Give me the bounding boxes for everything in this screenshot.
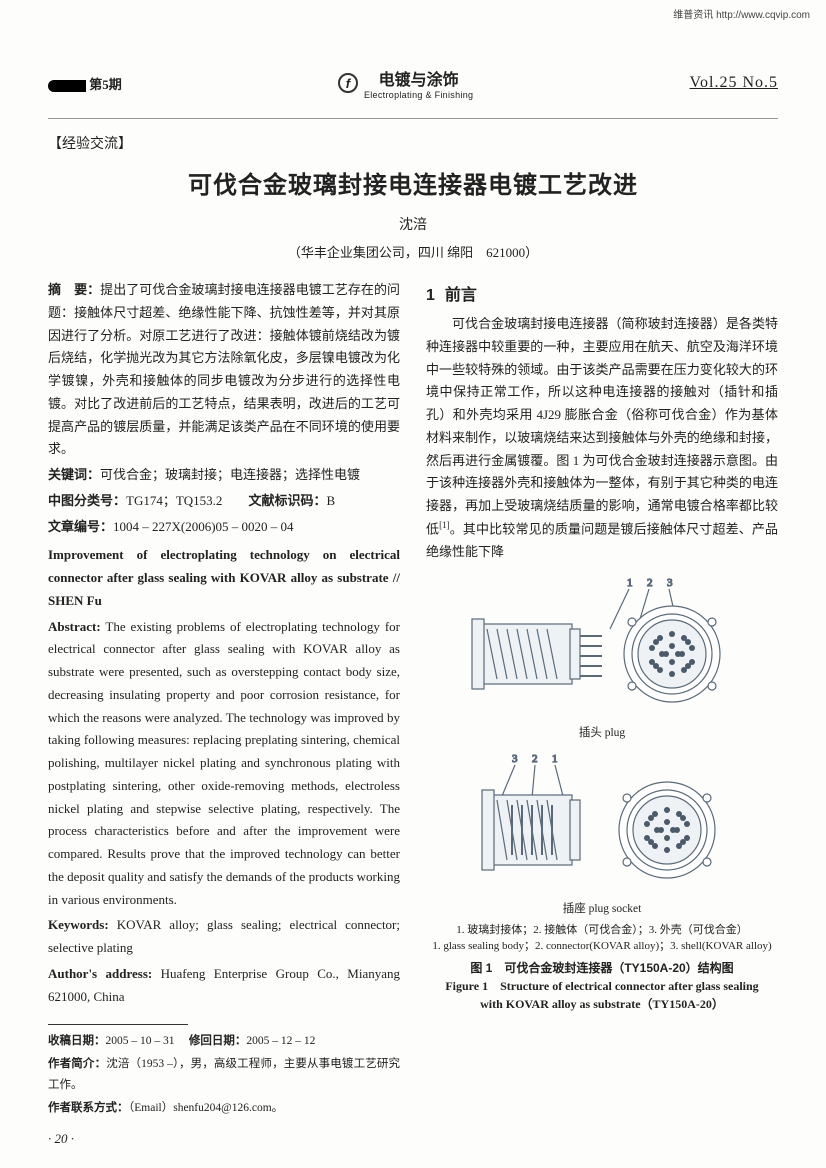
page-header: 第5期 f 电镀与涂饰 Electroplating & Finishing V… bbox=[48, 66, 778, 100]
article-title: 可伐合金玻璃封接电连接器电镀工艺改进 bbox=[48, 165, 778, 200]
keywords-label: 关键词： bbox=[48, 467, 100, 482]
header-rule bbox=[48, 118, 778, 119]
en-title-text: Improvement of electroplating technology… bbox=[48, 547, 400, 585]
sec1-tail: 。其中比较常见的质量问题是镀后接触体尺寸超差、产品绝缘性能下降 bbox=[426, 521, 778, 559]
column-type: 【经验交流】 bbox=[48, 133, 778, 153]
clc-line: 中图分类号：TG174；TQ153.2 文献标识码：B bbox=[48, 490, 400, 513]
sec1-num: 1 bbox=[426, 287, 435, 304]
section-1-heading: 1 前言 bbox=[426, 281, 778, 305]
sec1-title: 前言 bbox=[445, 287, 477, 304]
journal-logo-icon: f bbox=[338, 73, 358, 93]
figure-title-en1: Figure 1 Structure of electrical connect… bbox=[426, 977, 778, 995]
en-addr-label: Author's address: bbox=[48, 966, 152, 981]
sec1-text: 可伐合金玻璃封接电连接器（简称玻封连接器）是各类特种连接器中较重要的一种，主要应… bbox=[426, 316, 778, 536]
sec1-ref: [1] bbox=[439, 520, 450, 530]
english-address: Author's address: Huafeng Enterprise Gro… bbox=[48, 963, 400, 1009]
plug-label: 插头 plug bbox=[426, 724, 778, 740]
en-abs-label: Abstract: bbox=[48, 619, 101, 634]
socket-diagram: 3 2 1 bbox=[452, 750, 752, 900]
footnote-bio: 作者简介：沈涪（1953 –），男，高级工程师，主要从事电镀工艺研究工作。 bbox=[48, 1054, 400, 1094]
footnote-rule bbox=[48, 1024, 188, 1025]
doccode-label: 文献标识码： bbox=[248, 493, 326, 508]
footnote-dates: 收稿日期：2005 – 10 – 31 修回日期：2005 – 12 – 12 bbox=[48, 1031, 400, 1051]
english-keywords: Keywords: KOVAR alloy; glass sealing; el… bbox=[48, 914, 400, 960]
right-column: 1 前言 可伐合金玻璃封接电连接器（简称玻封连接器）是各类特种连接器中较重要的一种… bbox=[426, 279, 778, 1154]
abstract-text: 提出了可伐合金玻璃封接电连接器电镀工艺存在的问题：接触体尺寸超差、绝缘性能下降、… bbox=[48, 282, 400, 456]
bio-label: 作者简介： bbox=[48, 1058, 106, 1070]
issue-tag: 第5期 bbox=[48, 74, 122, 93]
figure-legend-cn: 1. 玻璃封接体；2. 接触体（可伐合金）；3. 外壳（可伐合金） bbox=[426, 922, 778, 939]
journal-block: f 电镀与涂饰 Electroplating & Finishing bbox=[338, 66, 473, 100]
recv-label: 收稿日期： bbox=[48, 1035, 106, 1047]
svg-text:1: 1 bbox=[552, 753, 558, 765]
affiliation: （华丰企业集团公司，四川 绵阳 621000） bbox=[48, 242, 778, 261]
left-column: 摘 要：提出了可伐合金玻璃封接电连接器电镀工艺存在的问题：接触体尺寸超差、绝缘性… bbox=[48, 279, 400, 1154]
english-title: Improvement of electroplating technology… bbox=[48, 544, 400, 612]
clc-text: TG174；TQ153.2 bbox=[126, 493, 222, 508]
figure-socket: 3 2 1 bbox=[426, 750, 778, 916]
abstract-label: 摘 要： bbox=[48, 282, 100, 297]
figure-plug: 1 2 3 bbox=[426, 574, 778, 740]
rev-val: 2005 – 12 – 12 bbox=[246, 1035, 315, 1047]
issue-pill bbox=[48, 80, 86, 92]
journal-title-en: Electroplating & Finishing bbox=[364, 90, 473, 100]
figure-title-cn: 图 1 可伐合金玻封连接器（TY150A-20）结构图 bbox=[426, 959, 778, 977]
recv-val: 2005 – 10 – 31 bbox=[106, 1035, 175, 1047]
journal-title-cn: 电镀与涂饰 bbox=[364, 66, 473, 90]
author-name: 沈涪 bbox=[48, 214, 778, 234]
source-link: 维普资讯 http://www.cqvip.com bbox=[673, 6, 810, 21]
section-1-para: 可伐合金玻璃封接电连接器（简称玻封连接器）是各类特种连接器中较重要的一种，主要应… bbox=[426, 313, 778, 564]
figure-title-en2: with KOVAR alloy as substrate（TY150A-20） bbox=[426, 995, 778, 1013]
articleno-text: 1004 – 227X(2006)05 – 0020 – 04 bbox=[113, 519, 294, 534]
contact-text: （Email）shenfu204@126.com。 bbox=[129, 1102, 284, 1114]
articleno-label: 文章编号： bbox=[48, 519, 113, 534]
svg-text:2: 2 bbox=[532, 753, 538, 765]
article-no: 文章编号：1004 – 227X(2006)05 – 0020 – 04 bbox=[48, 516, 400, 539]
rev-label: 修回日期： bbox=[189, 1035, 247, 1047]
contact-label: 作者联系方式： bbox=[48, 1102, 129, 1114]
figure-legend-en: 1. glass sealing body；2. connector(KOVAR… bbox=[426, 938, 778, 955]
svg-text:3: 3 bbox=[512, 753, 518, 765]
svg-text:1: 1 bbox=[627, 577, 633, 589]
en-kw-label: Keywords: bbox=[48, 917, 109, 932]
keywords-cn: 关键词：可伐合金；玻璃封接；电连接器；选择性电镀 bbox=[48, 464, 400, 487]
doccode-text: B bbox=[326, 493, 335, 508]
abstract-cn: 摘 要：提出了可伐合金玻璃封接电连接器电镀工艺存在的问题：接触体尺寸超差、绝缘性… bbox=[48, 279, 400, 461]
plug-diagram: 1 2 3 bbox=[452, 574, 752, 724]
svg-text:2: 2 bbox=[647, 577, 653, 589]
keywords-text: 可伐合金；玻璃封接；电连接器；选择性电镀 bbox=[100, 467, 360, 482]
footnote-contact: 作者联系方式：（Email）shenfu204@126.com。 bbox=[48, 1098, 400, 1118]
english-abstract: Abstract: The existing problems of elect… bbox=[48, 616, 400, 912]
en-abs-text: The existing problems of electroplating … bbox=[48, 619, 400, 907]
issue-text: 第5期 bbox=[89, 77, 122, 92]
volume-number: Vol.25 No.5 bbox=[690, 74, 779, 92]
socket-label: 插座 plug socket bbox=[426, 900, 778, 916]
svg-text:3: 3 bbox=[667, 577, 673, 589]
page-number: · 20 · bbox=[48, 1128, 400, 1151]
clc-label: 中图分类号： bbox=[48, 493, 126, 508]
